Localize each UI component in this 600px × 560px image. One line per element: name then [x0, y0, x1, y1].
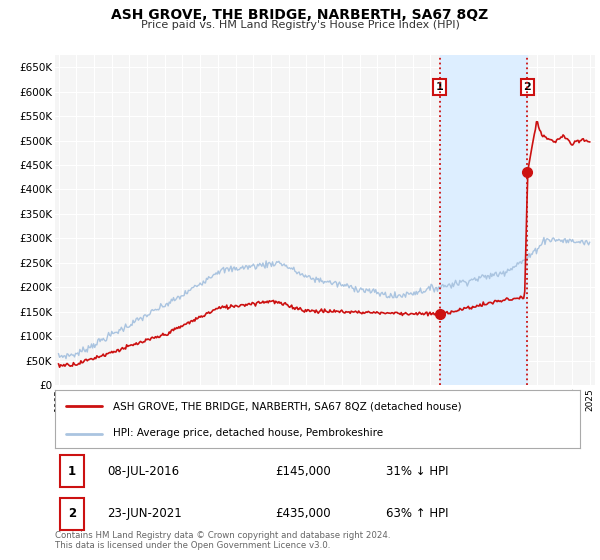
Text: 2: 2 [68, 507, 76, 520]
FancyBboxPatch shape [60, 498, 84, 530]
Bar [440, 55, 527, 385]
Text: Price paid vs. HM Land Registry's House Price Index (HPI): Price paid vs. HM Land Registry's House … [140, 20, 460, 30]
Text: 08-JUL-2016: 08-JUL-2016 [107, 465, 179, 478]
Text: ASH GROVE, THE BRIDGE, NARBERTH, SA67 8QZ: ASH GROVE, THE BRIDGE, NARBERTH, SA67 8Q… [112, 8, 488, 22]
Text: 1: 1 [68, 465, 76, 478]
Text: ASH GROVE, THE BRIDGE, NARBERTH, SA67 8QZ (detached house): ASH GROVE, THE BRIDGE, NARBERTH, SA67 8Q… [113, 401, 461, 411]
Text: 2: 2 [523, 82, 531, 92]
Text: HPI: Average price, detached house, Pembrokeshire: HPI: Average price, detached house, Pemb… [113, 428, 383, 438]
FancyBboxPatch shape [60, 455, 84, 487]
Text: £145,000: £145,000 [275, 465, 331, 478]
Text: Contains HM Land Registry data © Crown copyright and database right 2024.
This d: Contains HM Land Registry data © Crown c… [55, 530, 391, 550]
Text: 63% ↑ HPI: 63% ↑ HPI [386, 507, 448, 520]
Text: 31% ↓ HPI: 31% ↓ HPI [386, 465, 448, 478]
Text: 23-JUN-2021: 23-JUN-2021 [107, 507, 182, 520]
Text: £435,000: £435,000 [275, 507, 331, 520]
Text: 1: 1 [436, 82, 443, 92]
